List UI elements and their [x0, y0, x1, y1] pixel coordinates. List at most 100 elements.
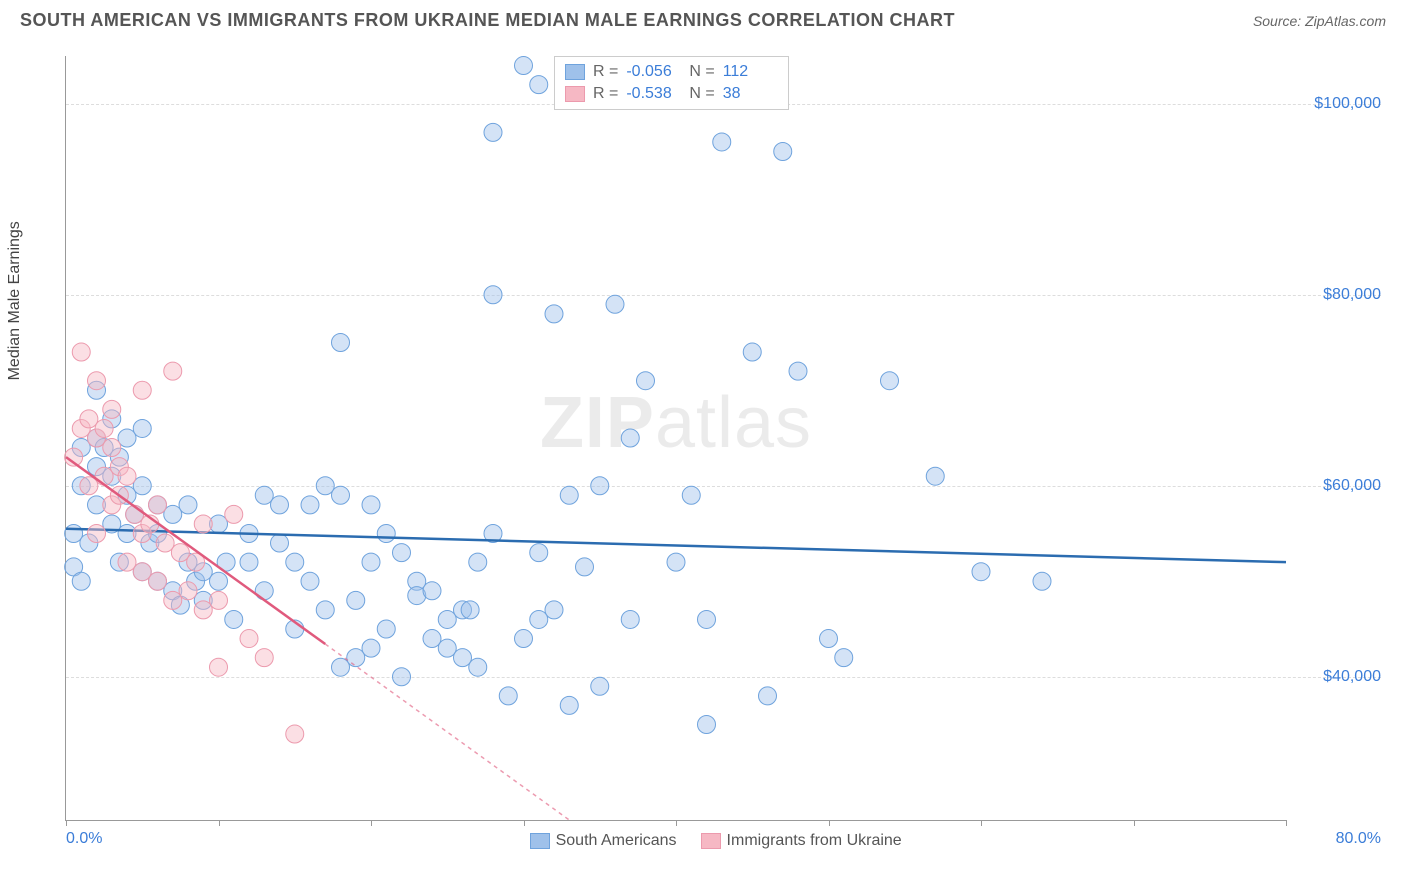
data-point: [133, 419, 151, 437]
data-point: [972, 563, 990, 581]
data-point: [240, 630, 258, 648]
data-point: [461, 601, 479, 619]
data-point: [332, 658, 350, 676]
x-tick: [524, 820, 525, 826]
data-point: [423, 630, 441, 648]
data-point: [835, 649, 853, 667]
data-point: [164, 505, 182, 523]
data-point: [88, 372, 106, 390]
data-point: [362, 496, 380, 514]
x-tick: [676, 820, 677, 826]
trend-line-dashed: [325, 644, 569, 820]
x-tick: [219, 820, 220, 826]
data-point: [286, 553, 304, 571]
data-point: [820, 630, 838, 648]
data-point: [347, 649, 365, 667]
y-tick-label: $80,000: [1291, 286, 1381, 304]
data-point: [423, 582, 441, 600]
data-point: [179, 496, 197, 514]
series-swatch: [565, 86, 585, 102]
data-point: [316, 477, 334, 495]
data-point: [667, 553, 685, 571]
stat-n-value: 112: [723, 63, 778, 81]
data-point: [103, 400, 121, 418]
series-swatch: [565, 64, 585, 80]
data-point: [774, 143, 792, 161]
x-tick: [371, 820, 372, 826]
data-point: [210, 658, 228, 676]
scatter-svg: [66, 56, 1286, 820]
data-point: [149, 496, 167, 514]
stat-n-label: N =: [689, 63, 714, 81]
x-tick: [1286, 820, 1287, 826]
data-point: [530, 544, 548, 562]
data-point: [210, 572, 228, 590]
y-tick-label: $100,000: [1291, 95, 1381, 113]
x-axis-start-label: 0.0%: [66, 830, 102, 848]
data-point: [682, 486, 700, 504]
data-point: [88, 525, 106, 543]
data-point: [133, 381, 151, 399]
data-point: [545, 601, 563, 619]
chart-title: SOUTH AMERICAN VS IMMIGRANTS FROM UKRAIN…: [20, 10, 955, 31]
data-point: [698, 716, 716, 734]
x-tick: [829, 820, 830, 826]
data-point: [591, 677, 609, 695]
data-point: [1033, 572, 1051, 590]
data-point: [194, 601, 212, 619]
data-point: [759, 687, 777, 705]
legend-label: South Americans: [556, 832, 677, 850]
data-point: [621, 429, 639, 447]
data-point: [255, 582, 273, 600]
data-point: [637, 372, 655, 390]
data-point: [149, 572, 167, 590]
data-point: [255, 486, 273, 504]
data-point: [438, 639, 456, 657]
x-tick: [66, 820, 67, 826]
stat-r-value: -0.538: [626, 85, 681, 103]
chart-header: SOUTH AMERICAN VS IMMIGRANTS FROM UKRAIN…: [0, 0, 1406, 31]
data-point: [743, 343, 761, 361]
stat-n-value: 38: [723, 85, 778, 103]
data-point: [438, 610, 456, 628]
data-point: [240, 553, 258, 571]
legend-item: Immigrants from Ukraine: [701, 832, 902, 850]
data-point: [271, 496, 289, 514]
data-point: [194, 515, 212, 533]
data-point: [72, 343, 90, 361]
data-point: [286, 725, 304, 743]
data-point: [377, 620, 395, 638]
data-point: [545, 305, 563, 323]
stats-row: R =-0.538N =38: [565, 83, 778, 105]
data-point: [484, 123, 502, 141]
data-point: [103, 439, 121, 457]
chart-source: Source: ZipAtlas.com: [1253, 13, 1386, 29]
data-point: [301, 496, 319, 514]
chart-container: Median Male Earnings ZIPatlas $40,000$60…: [20, 41, 1386, 861]
data-point: [560, 696, 578, 714]
data-point: [95, 419, 113, 437]
data-point: [530, 76, 548, 94]
data-point: [271, 534, 289, 552]
data-point: [347, 591, 365, 609]
legend-swatch: [701, 833, 721, 849]
legend-swatch: [530, 833, 550, 849]
data-point: [301, 572, 319, 590]
stat-r-label: R =: [593, 85, 618, 103]
data-point: [881, 372, 899, 390]
data-point: [164, 362, 182, 380]
data-point: [179, 582, 197, 600]
data-point: [591, 477, 609, 495]
data-point: [164, 591, 182, 609]
data-point: [469, 658, 487, 676]
x-tick: [981, 820, 982, 826]
data-point: [332, 486, 350, 504]
data-point: [789, 362, 807, 380]
data-point: [171, 544, 189, 562]
legend-item: South Americans: [530, 832, 677, 850]
data-point: [484, 286, 502, 304]
data-point: [225, 505, 243, 523]
data-point: [210, 591, 228, 609]
data-point: [80, 410, 98, 428]
trend-line: [66, 457, 325, 644]
